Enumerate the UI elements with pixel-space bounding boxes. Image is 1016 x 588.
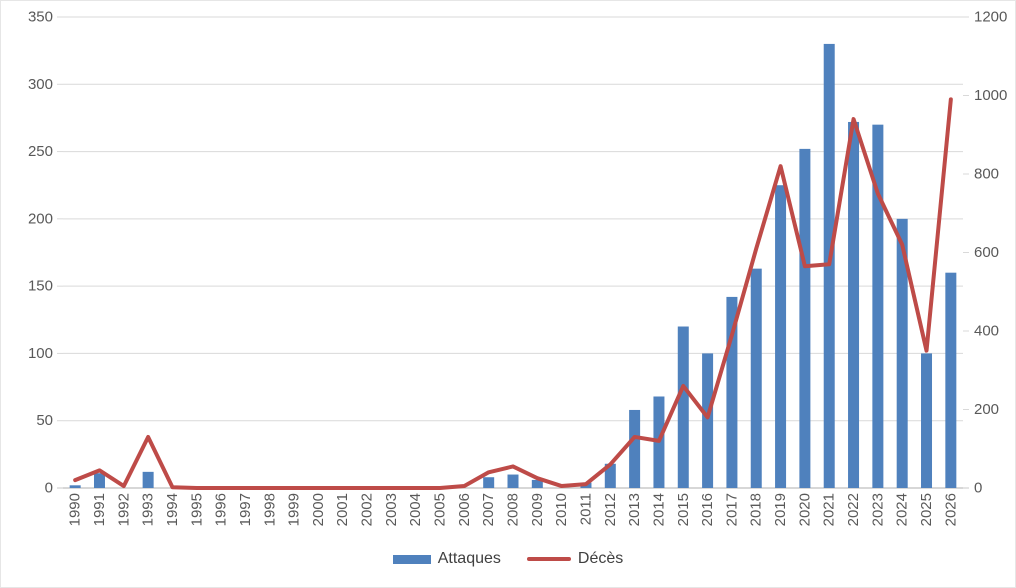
x-label-1994: 1994 bbox=[164, 493, 181, 526]
legend-item-attaques: Attaques bbox=[392, 550, 501, 568]
x-label-2010: 2010 bbox=[553, 493, 570, 526]
bar-2007 bbox=[483, 477, 495, 488]
x-label-2006: 2006 bbox=[456, 493, 473, 526]
right-axis-label-1000: 1000 bbox=[974, 87, 1007, 104]
x-label-2021: 2021 bbox=[821, 493, 838, 526]
bar-2009 bbox=[531, 479, 543, 488]
right-axis-label-400: 400 bbox=[974, 323, 999, 340]
bar-2023 bbox=[872, 124, 884, 489]
x-label-1991: 1991 bbox=[91, 493, 108, 526]
deces-line bbox=[73, 97, 953, 490]
x-label-1997: 1997 bbox=[237, 493, 254, 526]
right-axis-label-600: 600 bbox=[974, 244, 999, 261]
left-axis-label-100: 100 bbox=[28, 345, 53, 362]
x-label-2004: 2004 bbox=[407, 493, 424, 526]
x-label-2005: 2005 bbox=[432, 493, 449, 526]
x-label-2018: 2018 bbox=[748, 493, 765, 526]
bar-2024 bbox=[896, 218, 908, 488]
legend-label-attaques: Attaques bbox=[437, 550, 501, 567]
x-label-2001: 2001 bbox=[334, 493, 351, 526]
x-label-2020: 2020 bbox=[796, 493, 813, 526]
right-axis-label-200: 200 bbox=[974, 401, 999, 418]
x-label-2007: 2007 bbox=[480, 493, 497, 526]
x-label-2008: 2008 bbox=[505, 493, 522, 526]
chart-legend: Attaques Décès bbox=[1, 550, 1015, 568]
x-label-2016: 2016 bbox=[699, 493, 716, 526]
x-label-2009: 2009 bbox=[529, 493, 546, 526]
bar-1990 bbox=[69, 485, 81, 488]
deces-line-swatch-icon bbox=[526, 557, 571, 561]
legend-label-deces: Décès bbox=[577, 550, 624, 567]
bar-2013 bbox=[629, 409, 641, 488]
bar-2026 bbox=[945, 272, 957, 488]
bar-2008 bbox=[507, 474, 519, 488]
chart-plot-area: 0 50 100 150 200 250 300 350 0 200 400 600 800 1000 12… bbox=[28, 9, 1007, 527]
x-label-2019: 2019 bbox=[772, 493, 789, 526]
right-axis-label-1200: 1200 bbox=[974, 9, 1007, 26]
x-label-2022: 2022 bbox=[845, 493, 862, 526]
x-label-1992: 1992 bbox=[115, 493, 132, 526]
bar-2025 bbox=[921, 353, 933, 488]
bar-2012 bbox=[604, 463, 616, 488]
legend-item-deces: Décès bbox=[526, 550, 624, 568]
right-axis-label-800: 800 bbox=[974, 166, 999, 183]
x-label-2013: 2013 bbox=[626, 493, 643, 526]
x-label-2026: 2026 bbox=[942, 493, 959, 526]
bar-2015 bbox=[677, 326, 689, 488]
x-label-2011: 2011 bbox=[577, 493, 594, 525]
left-axis-label-50: 50 bbox=[36, 412, 53, 429]
x-label-2000: 2000 bbox=[310, 493, 327, 526]
bar-2017 bbox=[726, 296, 738, 488]
attaques-bar-swatch-icon bbox=[392, 554, 431, 564]
x-label-2012: 2012 bbox=[602, 493, 619, 526]
x-label-1996: 1996 bbox=[213, 493, 230, 526]
bar-2020 bbox=[799, 148, 811, 488]
left-axis-label-0: 0 bbox=[45, 480, 53, 497]
x-label-1995: 1995 bbox=[188, 493, 205, 526]
x-label-1990: 1990 bbox=[67, 493, 84, 526]
left-axis-label-350: 350 bbox=[28, 9, 53, 26]
x-label-2014: 2014 bbox=[650, 493, 667, 526]
right-axis-label-0: 0 bbox=[974, 480, 982, 497]
left-axis-label-250: 250 bbox=[28, 143, 53, 160]
left-axis-label-200: 200 bbox=[28, 210, 53, 227]
x-label-2015: 2015 bbox=[675, 493, 692, 526]
x-label-2017: 2017 bbox=[723, 493, 740, 526]
bar-2016 bbox=[702, 353, 714, 488]
x-label-1998: 1998 bbox=[261, 493, 278, 526]
x-label-2023: 2023 bbox=[869, 493, 886, 526]
bar-2019 bbox=[775, 185, 787, 488]
left-axis-label-300: 300 bbox=[28, 76, 53, 93]
bar-2018 bbox=[750, 268, 762, 488]
x-label-1999: 1999 bbox=[286, 493, 303, 526]
x-label-2024: 2024 bbox=[894, 493, 911, 526]
x-label-2003: 2003 bbox=[383, 493, 400, 526]
bar-2022 bbox=[848, 121, 860, 489]
bar-1993 bbox=[142, 471, 154, 488]
x-label-2002: 2002 bbox=[359, 493, 376, 526]
x-label-2025: 2025 bbox=[918, 493, 935, 526]
left-axis-label-150: 150 bbox=[28, 278, 53, 295]
bar-1991 bbox=[93, 473, 105, 488]
x-label-1993: 1993 bbox=[140, 493, 157, 526]
